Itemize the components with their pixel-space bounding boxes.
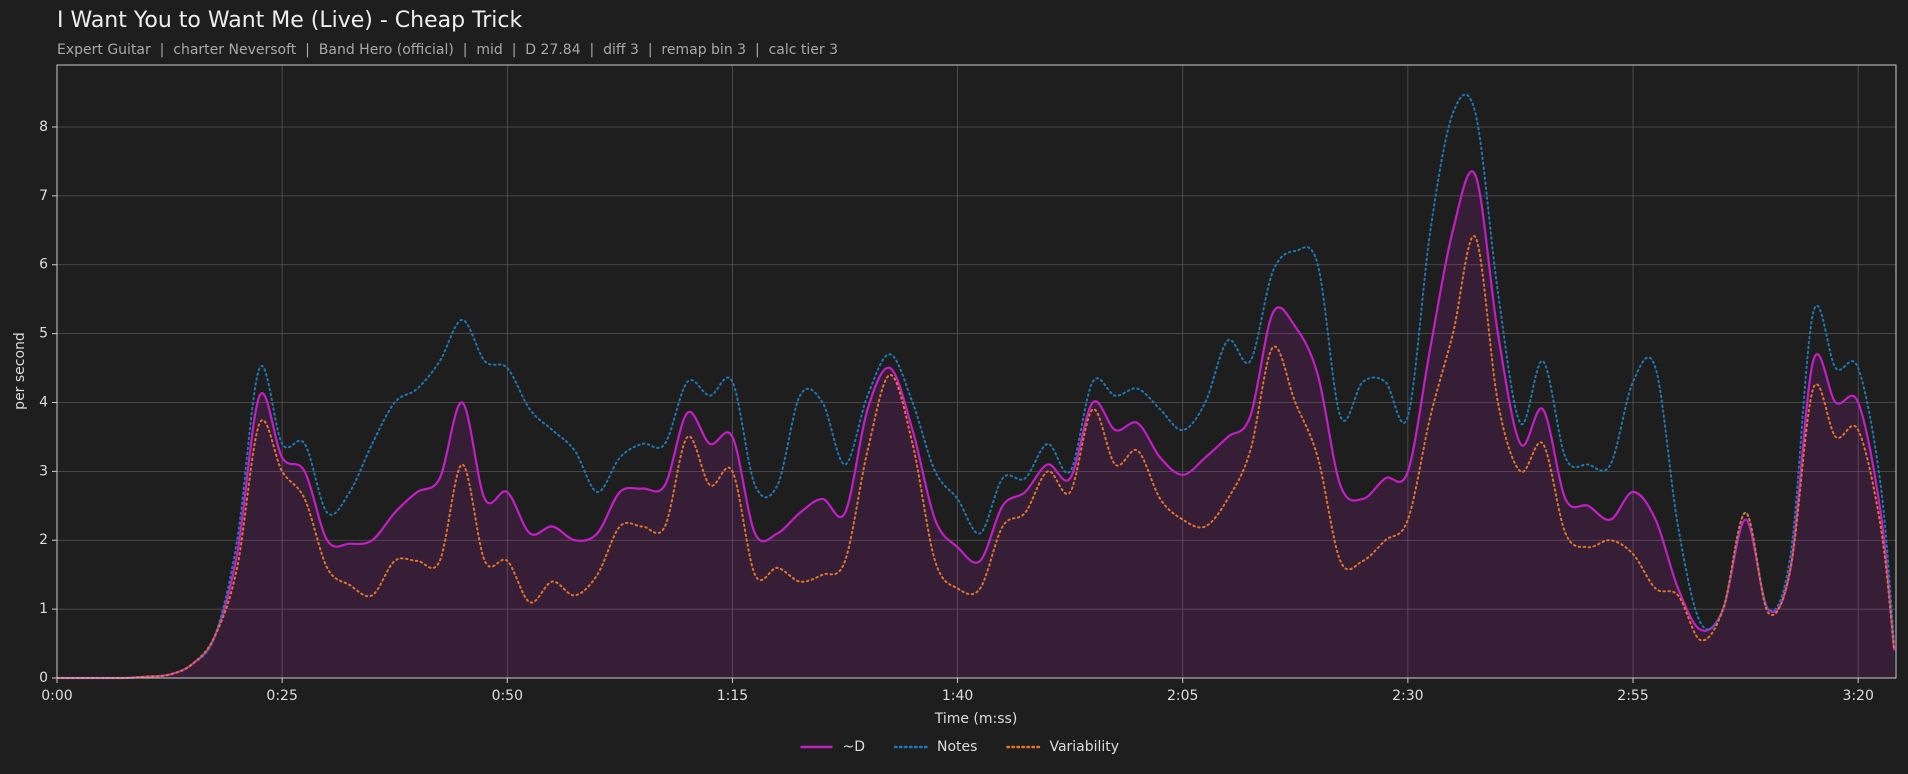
legend-label: ~D	[843, 739, 866, 755]
chart-subtitle: Expert Guitar | charter Neversoft | Band…	[57, 42, 838, 58]
x-tick-label: 0:00	[41, 688, 72, 704]
y-tick-label: 3	[39, 463, 48, 479]
series-line	[56, 235, 1896, 679]
y-tick-label: 1	[39, 601, 48, 617]
series-line	[56, 93, 1896, 679]
chart-title: I Want You to Want Me (Live) - Cheap Tri…	[57, 8, 523, 33]
legend-label: Notes	[937, 739, 977, 755]
y-tick-label: 7	[39, 188, 48, 204]
series-area	[57, 171, 1895, 678]
plot-frame	[56, 64, 1897, 679]
x-tick-label: 1:15	[717, 688, 748, 704]
x-tick-label: 1:40	[942, 688, 973, 704]
y-tick-label: 6	[39, 257, 48, 273]
series-line	[57, 170, 1896, 680]
x-tick-label: 0:50	[492, 688, 523, 704]
y-tick-label: 4	[39, 394, 48, 410]
x-axis-label: Time (m:ss)	[934, 711, 1018, 727]
x-tick-label: 2:55	[1617, 688, 1648, 704]
y-tick-label: 0	[39, 670, 48, 686]
y-tick-label: 2	[39, 532, 48, 548]
x-tick-label: 3:20	[1842, 688, 1873, 704]
legend-label: Variability	[1049, 739, 1119, 755]
x-tick-label: 2:30	[1392, 688, 1423, 704]
x-tick-label: 0:25	[266, 688, 297, 704]
legend: ~D Notes Variability	[800, 739, 1119, 755]
y-tick-label: 8	[39, 119, 48, 135]
y-axis-label: per second	[12, 332, 28, 410]
y-tick-label: 5	[39, 326, 48, 342]
x-tick-label: 2:05	[1167, 688, 1198, 704]
